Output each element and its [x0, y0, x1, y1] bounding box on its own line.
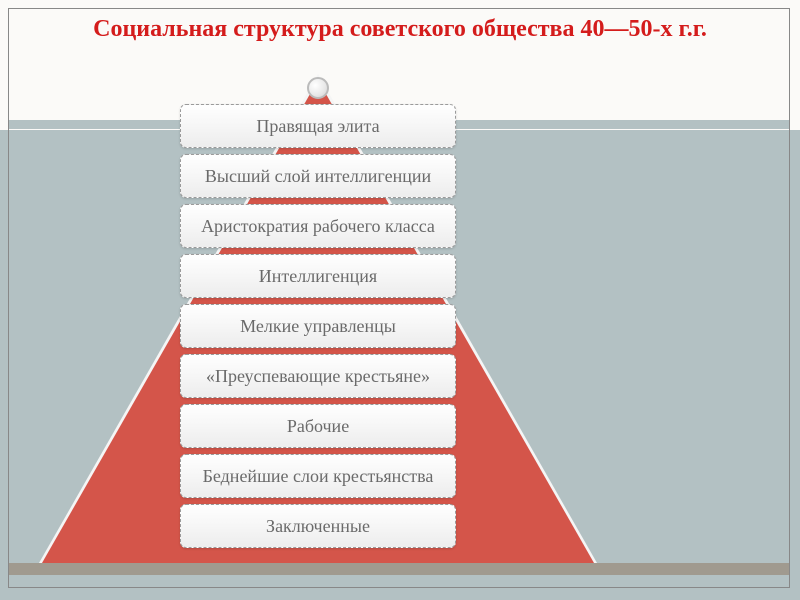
- pyramid-level-9: Заключенные: [180, 504, 456, 548]
- pyramid-labels: Правящая элита Высший слой интеллигенции А…: [180, 104, 456, 548]
- pyramid-level-6: «Преуспевающие крестьяне»: [180, 354, 456, 398]
- pyramid-level-2: Высший слой интеллигенции: [180, 154, 456, 198]
- pyramid-level-3: Аристократия рабочего класса: [180, 204, 456, 248]
- pyramid-level-7: Рабочие: [180, 404, 456, 448]
- bottom-bar: [9, 563, 789, 575]
- pyramid-level-5: Мелкие управленцы: [180, 304, 456, 348]
- slide-title: Социальная структура советского общества…: [0, 14, 800, 44]
- pyramid-level-4: Интеллигенция: [180, 254, 456, 298]
- pyramid-apex-disc: [307, 77, 329, 99]
- pyramid-level-8: Беднейшие слои крестьянства: [180, 454, 456, 498]
- pyramid-level-1: Правящая элита: [180, 104, 456, 148]
